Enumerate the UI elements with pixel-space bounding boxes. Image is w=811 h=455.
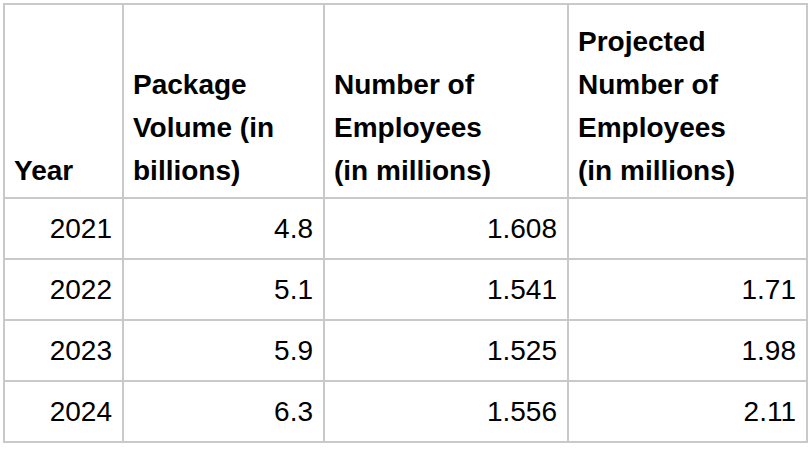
employees-cell: 1.608	[324, 198, 568, 259]
column-header-year: Year	[4, 4, 123, 198]
employees-cell: 1.556	[324, 381, 568, 442]
projected-employees-cell: 1.71	[568, 259, 807, 320]
year-cell: 2023	[4, 320, 123, 381]
year-cell: 2022	[4, 259, 123, 320]
package-volume-cell: 6.3	[123, 381, 324, 442]
projected-employees-cell: 1.98	[568, 320, 807, 381]
column-header-package-volume: Package Volume (in billions)	[123, 4, 324, 198]
employees-cell: 1.541	[324, 259, 568, 320]
package-volume-cell: 4.8	[123, 198, 324, 259]
package-volume-cell: 5.9	[123, 320, 324, 381]
projected-employees-cell: 2.11	[568, 381, 807, 442]
table-row: 2022 5.1 1.541 1.71	[4, 259, 807, 320]
year-cell: 2021	[4, 198, 123, 259]
table-row: 2021 4.8 1.608	[4, 198, 807, 259]
data-table: Year Package Volume (in billions) Number…	[3, 3, 808, 443]
header-row: Year Package Volume (in billions) Number…	[4, 4, 807, 198]
table-row: 2024 6.3 1.556 2.11	[4, 381, 807, 442]
column-header-projected-employees: Projected Number of Employees (in millio…	[568, 4, 807, 198]
column-header-employees: Number of Employees (in millions)	[324, 4, 568, 198]
employees-cell: 1.525	[324, 320, 568, 381]
package-volume-cell: 5.1	[123, 259, 324, 320]
projected-employees-cell	[568, 198, 807, 259]
year-cell: 2024	[4, 381, 123, 442]
table-row: 2023 5.9 1.525 1.98	[4, 320, 807, 381]
